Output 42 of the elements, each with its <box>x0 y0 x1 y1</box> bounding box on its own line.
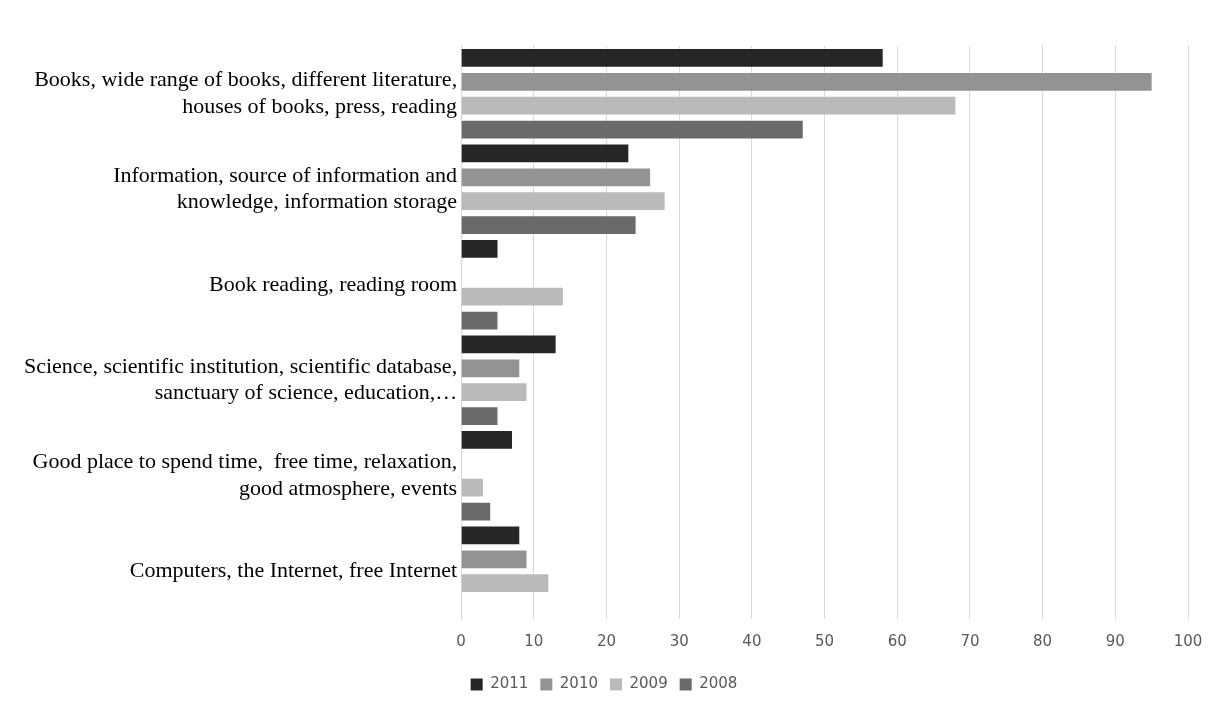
bar <box>461 335 556 354</box>
bar <box>461 574 549 593</box>
bar <box>461 144 629 163</box>
bar <box>461 96 956 115</box>
x-tick-label: 100 <box>1173 631 1203 650</box>
bar <box>461 526 520 545</box>
x-tick-label: 40 <box>742 631 762 650</box>
x-tick-label: 60 <box>887 631 907 650</box>
bar <box>461 383 527 402</box>
bar <box>461 502 491 521</box>
y-tick-label: Science, scientific institution, scientific database, sanctuary of science, education,… <box>24 352 458 405</box>
x-tick-label: 80 <box>1033 631 1053 650</box>
x-tick-label: 30 <box>669 631 689 650</box>
legend-label: 2010 <box>559 674 599 693</box>
y-tick-label: Information, source of information and knowledge, information storage <box>113 161 458 214</box>
bar <box>461 120 803 139</box>
x-tick-label: 10 <box>524 631 544 650</box>
y-tick-label: Computers, the Internet, free Internet <box>129 557 458 583</box>
bar <box>461 72 1152 91</box>
x-tick-label: 20 <box>596 631 617 650</box>
bar <box>461 216 636 234</box>
bar <box>461 287 563 306</box>
bar <box>461 240 498 258</box>
bar <box>461 359 520 378</box>
legend-label: 2008 <box>699 674 738 693</box>
bar <box>461 478 483 497</box>
y-tick-label: Books, wide range of books, different literature, houses of books, press, reading <box>34 66 458 118</box>
x-tick-label: 50 <box>815 631 835 650</box>
bar <box>461 168 651 187</box>
legend-label: 2011 <box>490 674 529 693</box>
x-tick-label: 90 <box>1105 631 1125 650</box>
y-tick-label: Good place to spend time, free time, relaxation, good atmosphere, events <box>32 448 458 500</box>
bar <box>461 407 498 425</box>
bar <box>461 550 527 569</box>
x-tick-label: 70 <box>960 631 980 650</box>
bar <box>461 311 498 330</box>
bar <box>461 49 883 67</box>
bar <box>461 431 513 449</box>
legend-label: 2009 <box>629 674 668 693</box>
bar <box>461 192 665 211</box>
x-tick-label: 0 <box>456 631 466 650</box>
y-tick-label: Book reading, reading room <box>209 270 458 296</box>
